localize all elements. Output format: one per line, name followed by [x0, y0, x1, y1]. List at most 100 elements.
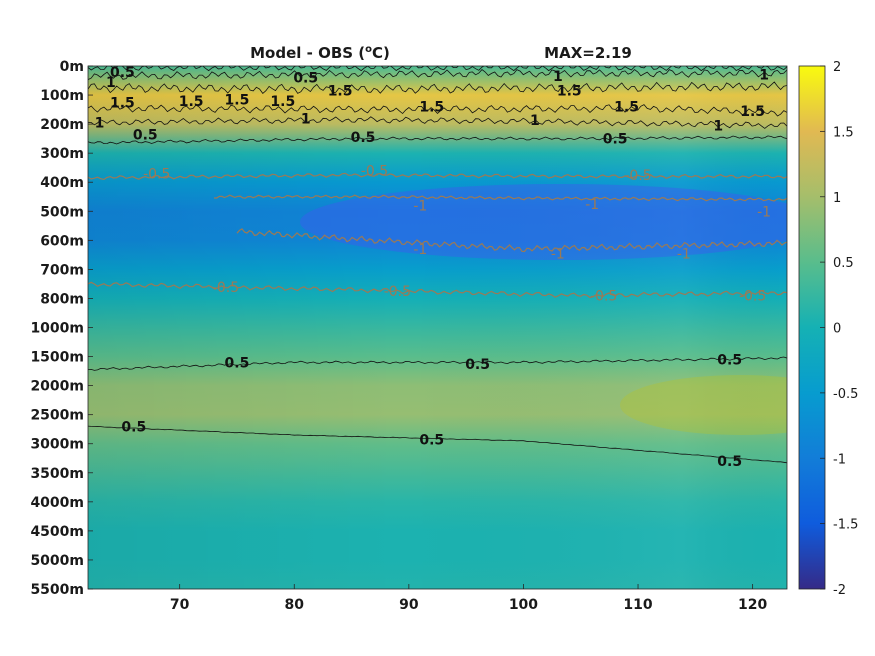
contour-labels: 0.5 0.511.51 11.5 1.5 1.5 1.5 1.51.51.5 1.51 1 1 1…: [95, 65, 771, 470]
x-tick-label: 70: [170, 597, 190, 613]
contour-label: 0.5: [603, 132, 628, 148]
y-tick-label: 3000m: [30, 437, 84, 453]
y-tick-label: 2000m: [30, 379, 84, 395]
contour-label: 1: [713, 119, 723, 135]
contour-label: -0.5: [361, 164, 388, 180]
contour-label: 0.5: [110, 65, 135, 81]
colorbar: -2 -1.5 -1 -0.5 0 0.5 1 1.5 2: [798, 60, 858, 598]
contour-label: -0.5: [739, 289, 766, 305]
contour-label: -0.5: [384, 284, 411, 300]
y-tick-label: 600m: [40, 233, 84, 249]
y-tick-label: 5000m: [30, 553, 84, 569]
y-tick-label: 700m: [40, 262, 84, 278]
contour-line: [88, 135, 787, 145]
contour-label: 1: [95, 116, 105, 132]
contour-label: 1.5: [328, 84, 353, 100]
contour-line: [88, 356, 787, 371]
y-tick-label: 500m: [40, 204, 84, 220]
y-tick-label: 5500m: [30, 582, 84, 598]
contour-label: 1.5: [557, 84, 582, 100]
colorbar-tick-label: 0: [833, 322, 841, 337]
contour-line: [214, 194, 787, 202]
chart-title-main: Model - OBS (: [250, 44, 365, 62]
y-tick-label: 400m: [40, 175, 84, 191]
y-tick-label: 2500m: [30, 408, 84, 424]
colorbar-tick-label: -1.5: [833, 518, 858, 533]
contour-label: 0.5: [225, 355, 250, 371]
heatmap-field: 0.5 0.511.51 11.5 1.5 1.5 1.5 1.51.51.5 1.51 1 1 1…: [88, 65, 787, 589]
y-tick-label: 800m: [40, 291, 84, 307]
contour-label: -1: [413, 242, 427, 258]
contour-label: 0.5: [717, 454, 742, 470]
contour-label: -1: [413, 198, 427, 214]
contour-line: [88, 66, 787, 72]
contour-label: 1: [301, 111, 311, 127]
contour-label: 1.5: [110, 95, 135, 111]
contour-label: 1.5: [270, 94, 295, 110]
contour-label: 1: [530, 113, 540, 129]
chart-title-unit: C): [372, 44, 390, 62]
heatmap-shade: [88, 66, 787, 589]
y-tick-label: 1000m: [30, 321, 84, 337]
contour-label: 1.5: [740, 104, 765, 120]
y-tick-label: 300m: [40, 146, 84, 162]
contour-label: 0.5: [419, 432, 444, 448]
y-tick-label: 4000m: [30, 495, 84, 511]
contour-line: [88, 104, 787, 117]
x-axis: 70 80 90 100 110 120: [170, 584, 767, 613]
chart-title-sup: o: [365, 44, 372, 55]
x-tick-label: 80: [285, 597, 305, 613]
colorbar-tick-label: -1: [833, 452, 846, 467]
contour-lines: [88, 66, 787, 464]
contour-line: [88, 425, 787, 464]
contour-label: 1: [759, 68, 769, 84]
y-tick-label: 1500m: [30, 350, 84, 366]
colorbar-tick-label: 1: [833, 191, 841, 206]
contour-label: -0.5: [590, 289, 617, 305]
colorbar-tick-label: 2: [833, 60, 841, 75]
y-tick-label: 3500m: [30, 466, 84, 482]
contour-label: -1: [757, 204, 771, 220]
colorbar-ticks: -2 -1.5 -1 -0.5 0 0.5 1 1.5 2: [820, 60, 858, 598]
colorbar-tick-label: 0.5: [833, 256, 854, 271]
colorbar-tick-label: 1.5: [833, 125, 854, 140]
contour-label: -1: [677, 246, 691, 262]
contour-line: [88, 281, 787, 299]
contour-label: 0.5: [351, 130, 376, 146]
contour-label: 1.5: [614, 100, 639, 116]
y-tick-label: 4500m: [30, 524, 84, 540]
contour-line: [236, 228, 787, 253]
contour-label: -1: [551, 246, 565, 262]
contour-label: -0.5: [143, 167, 170, 183]
colorbar-tick-label: -2: [833, 583, 846, 598]
contour-label: 0.5: [121, 419, 146, 435]
y-tick-label: 200m: [40, 117, 84, 133]
contour-label: 0.5: [465, 357, 490, 373]
contour-label: -0.5: [624, 168, 651, 184]
y-tick-label: 0m: [60, 59, 84, 75]
contour-line: [88, 116, 787, 129]
contour-label: 1.5: [225, 92, 250, 108]
contour-label: 1.5: [419, 100, 444, 116]
contour-label: 0.5: [717, 352, 742, 368]
contour-label: 1: [106, 75, 116, 91]
contour-label: 1: [553, 69, 563, 85]
x-tick-label: 90: [399, 597, 419, 613]
x-tick-label: 110: [623, 597, 652, 613]
contour-line: [88, 69, 787, 80]
chart-title: Model - OBS (oC): [250, 44, 390, 62]
x-tick-label: 100: [509, 597, 538, 613]
y-axis: 0m 100m 200m 300m 400m 500m 600m 700m 800m 1000m 1…: [30, 59, 93, 598]
contour-label: 0.5: [133, 127, 158, 143]
warm-band-region: [620, 375, 787, 435]
y-tick-label: 100m: [40, 88, 84, 104]
contour-line: [88, 172, 787, 181]
contour-label: -0.5: [212, 280, 239, 296]
contour-label: 1.5: [179, 94, 204, 110]
contour-label: 0.5: [293, 71, 318, 87]
contour-label: -1: [585, 197, 599, 213]
max-label: MAX=2.19: [544, 44, 632, 62]
x-tick-label: 120: [738, 597, 767, 613]
colorbar-tick-label: -0.5: [833, 387, 858, 402]
